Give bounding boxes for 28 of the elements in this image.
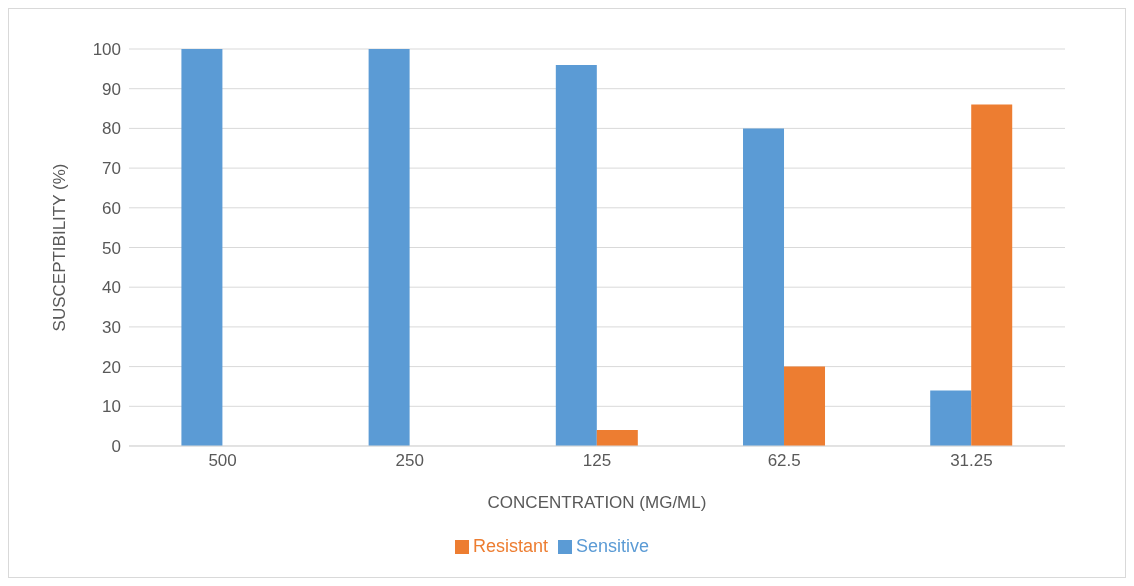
bar bbox=[368, 49, 410, 446]
bar bbox=[743, 128, 785, 446]
y-tick-label: 90 bbox=[102, 79, 121, 99]
x-tick-label: 125 bbox=[582, 451, 612, 471]
bar bbox=[181, 49, 223, 446]
y-tick-label: 40 bbox=[102, 278, 121, 298]
bar bbox=[930, 390, 972, 446]
y-tick-label: 0 bbox=[111, 437, 121, 457]
x-axis-title: CONCENTRATION (MG/ML) bbox=[487, 493, 707, 512]
x-tick-label: 62.5 bbox=[767, 451, 801, 471]
x-tick-label: 500 bbox=[208, 451, 237, 471]
y-tick-label: 30 bbox=[102, 317, 121, 337]
y-axis-title: SUSCEPTIBILITY (%) bbox=[50, 163, 70, 332]
y-tick-label: 20 bbox=[102, 357, 121, 377]
bar bbox=[596, 430, 638, 446]
y-tick-label: 50 bbox=[102, 238, 121, 258]
y-tick-label: 70 bbox=[102, 159, 121, 179]
y-tick-label: 60 bbox=[102, 198, 121, 218]
bar bbox=[784, 366, 826, 446]
legend-label: Sensitive bbox=[576, 536, 650, 556]
bar bbox=[555, 64, 597, 446]
y-tick-label: 100 bbox=[92, 40, 121, 60]
x-tick-label: 250 bbox=[395, 451, 424, 471]
y-tick-label: 10 bbox=[102, 397, 121, 417]
x-tick-label: 31.25 bbox=[950, 451, 993, 471]
legend-label: Resistant bbox=[472, 536, 548, 556]
y-tick-label: 80 bbox=[102, 119, 121, 139]
bar bbox=[971, 104, 1013, 446]
